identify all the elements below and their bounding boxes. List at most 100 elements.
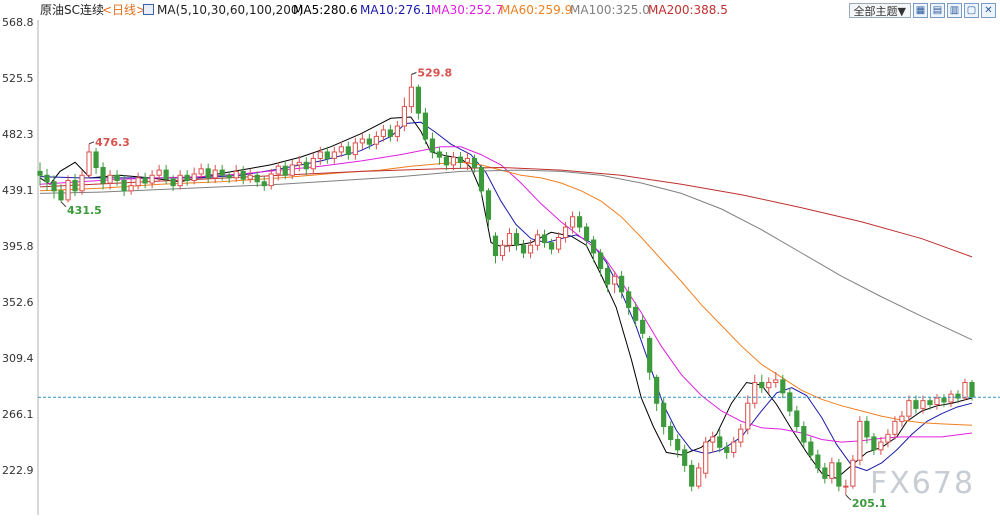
candle	[513, 228, 520, 251]
ma60-value: MA60:259.9	[500, 3, 573, 17]
candle	[675, 434, 681, 458]
candle	[219, 164, 225, 181]
candle	[969, 379, 975, 401]
candle	[703, 436, 709, 479]
candle	[254, 171, 260, 187]
period-label[interactable]: <日线>	[102, 3, 147, 17]
candle	[920, 395, 926, 414]
ma5-value: MA5:280.6	[293, 3, 358, 17]
candle	[626, 286, 632, 316]
candle	[247, 168, 253, 184]
candle	[65, 175, 71, 203]
candle	[836, 458, 842, 492]
ma200-value: MA200:388.5	[648, 3, 728, 17]
candle	[184, 170, 190, 186]
candle	[100, 162, 106, 190]
candle	[731, 436, 737, 458]
ma100-value: MA100:325.0	[570, 3, 650, 17]
candle	[268, 168, 274, 190]
candle	[927, 396, 933, 410]
close-icon[interactable]: ✕	[981, 3, 996, 18]
candle	[885, 429, 891, 448]
candle	[548, 238, 555, 255]
candle	[135, 172, 141, 190]
grid-icon[interactable]: ▦	[913, 3, 928, 18]
candle	[710, 431, 716, 453]
candle	[289, 159, 295, 180]
candle	[317, 146, 323, 165]
indicator-icon[interactable]	[143, 4, 154, 15]
candle	[899, 410, 905, 427]
candle	[387, 124, 393, 142]
candle	[717, 429, 723, 453]
candle	[408, 74, 415, 114]
y-tick-label: 395.8	[2, 240, 34, 254]
candle	[633, 302, 639, 327]
candle	[86, 143, 92, 178]
candle	[808, 436, 814, 461]
ma30-value: MA30:252.7	[431, 3, 504, 17]
candle	[752, 374, 758, 409]
candle	[352, 137, 358, 160]
candle	[766, 377, 772, 395]
y-tick-label: 568.8	[2, 16, 34, 29]
candle	[478, 164, 485, 196]
candle	[871, 433, 877, 456]
candle	[72, 173, 78, 196]
candle	[282, 161, 288, 180]
candle	[275, 162, 281, 181]
candle	[738, 423, 744, 448]
annotation-low: 205.1	[852, 497, 887, 510]
annotation-pointer	[845, 494, 852, 501]
candle	[647, 335, 653, 380]
candle	[226, 171, 232, 184]
candle	[583, 223, 590, 247]
layout-icon[interactable]: ▥	[947, 3, 962, 18]
theme-dropdown[interactable]: 全部主题▼	[848, 3, 911, 18]
candle	[682, 444, 688, 472]
candle	[93, 148, 99, 174]
candle	[345, 141, 351, 160]
candle	[654, 374, 660, 411]
candle	[366, 133, 372, 150]
candle	[436, 146, 443, 165]
window-icon[interactable]: ▢	[964, 3, 979, 18]
candle	[142, 172, 148, 189]
candle	[576, 211, 583, 233]
chart-header: 原油SC连续 <日线> MA(5,10,30,60,100,200) MA5:2…	[0, 0, 1000, 20]
y-tick-label: 439.1	[2, 183, 34, 197]
candle	[668, 421, 674, 446]
candle	[170, 175, 176, 191]
candle	[815, 449, 821, 474]
candle	[906, 395, 912, 422]
candle	[114, 170, 120, 186]
candle	[640, 315, 646, 339]
candle	[892, 416, 898, 440]
candle	[941, 394, 947, 408]
candles	[37, 74, 975, 496]
candle	[79, 170, 85, 195]
chart-icon[interactable]: ▤	[930, 3, 945, 18]
candle	[58, 184, 64, 202]
candle	[555, 232, 562, 253]
ma-line-ma30	[39, 146, 973, 443]
candle	[864, 416, 870, 444]
candle	[562, 221, 569, 243]
annotation-pointer	[88, 141, 95, 145]
candle	[450, 151, 457, 171]
candle	[205, 163, 211, 184]
annotation-high: 529.8	[417, 67, 452, 80]
candle	[724, 442, 730, 459]
candle	[359, 133, 365, 150]
candle	[212, 164, 218, 184]
candle	[534, 229, 541, 251]
candle	[689, 460, 695, 492]
candle	[149, 170, 155, 189]
ma10-value: MA10:276.1	[360, 3, 433, 17]
candle	[661, 398, 667, 435]
candle	[233, 164, 239, 182]
candle	[857, 416, 863, 466]
candle	[261, 176, 267, 191]
candle	[696, 462, 702, 489]
